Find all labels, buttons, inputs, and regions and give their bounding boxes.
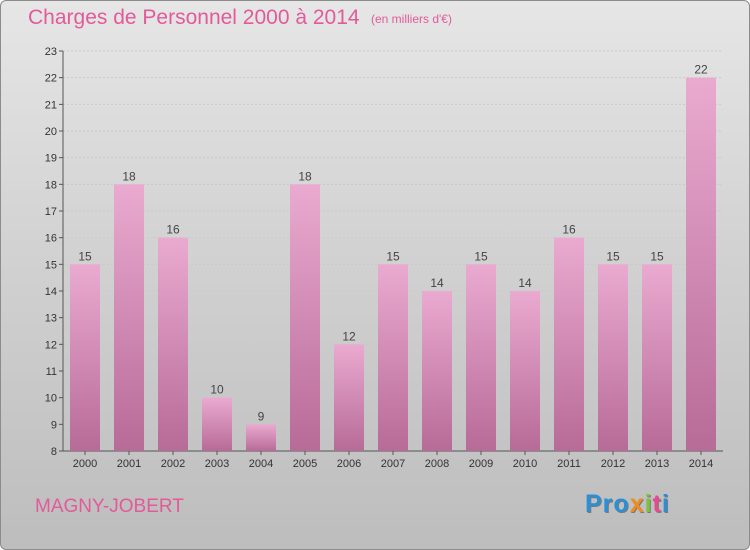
y-tick-label: 18: [45, 179, 57, 191]
data-label-2011: 16: [562, 223, 576, 237]
x-tick-label-2006: 2006: [337, 458, 361, 470]
y-tick-label: 15: [45, 259, 57, 271]
bar-2005: [290, 184, 320, 452]
bar-2010: [510, 291, 540, 451]
y-tick-label: 14: [45, 286, 57, 298]
y-tick-label: 22: [45, 73, 57, 85]
bar-2006: [334, 344, 364, 451]
x-tick-label-2001: 2001: [117, 458, 141, 470]
bar-2013: [642, 264, 672, 451]
chart-title: Charges de Personnel 2000 à 2014: [28, 6, 360, 29]
y-tick-label: 20: [45, 126, 57, 138]
data-label-2009: 15: [474, 249, 488, 263]
logo-part-1: Pro: [585, 490, 630, 518]
bar-2009: [466, 264, 496, 451]
logo-part-3: i: [644, 490, 653, 518]
y-tick-label: 10: [45, 393, 57, 405]
y-tick-label: 23: [45, 46, 57, 58]
bar-2001: [114, 184, 144, 452]
data-label-2003: 10: [210, 383, 224, 397]
data-label-2010: 14: [518, 276, 532, 290]
data-label-2004: 9: [258, 409, 265, 423]
x-tick-label-2007: 2007: [381, 458, 405, 470]
x-tick-label-2012: 2012: [601, 458, 625, 470]
bar-2007: [378, 264, 408, 451]
bar-2011: [554, 237, 584, 451]
bar-2008: [422, 291, 452, 451]
x-tick-label-2014: 2014: [689, 458, 713, 470]
y-tick-label: 9: [51, 419, 57, 431]
y-tick-label: 16: [45, 233, 57, 245]
bar-2000: [70, 264, 100, 451]
y-tick-label: 8: [51, 446, 57, 458]
data-label-2006: 12: [342, 329, 356, 343]
x-tick-label-2004: 2004: [249, 458, 273, 470]
data-label-2008: 14: [430, 276, 444, 290]
data-label-2007: 15: [386, 249, 400, 263]
proxiti-logo[interactable]: Proxiti: [585, 490, 670, 519]
logo-part-2: x: [629, 490, 645, 518]
bar-2003: [202, 397, 232, 451]
data-label-2002: 16: [166, 223, 180, 237]
data-label-2005: 18: [298, 169, 312, 183]
labels: 8 9 10 11 12 13 14 15 16 17 18 19 20 21 22 23 15 2000 18 20…: [45, 46, 713, 470]
x-tick-label-2013: 2013: [645, 458, 669, 470]
x-tick-label-2010: 2010: [513, 458, 537, 470]
data-label-2012: 15: [606, 249, 620, 263]
commune-name: MAGNY-JOBERT: [35, 496, 184, 517]
bar-2002: [158, 237, 188, 451]
x-tick-label-2009: 2009: [469, 458, 493, 470]
chart-subtitle: (en milliers d'€): [371, 12, 452, 26]
y-tick-label: 12: [45, 339, 57, 351]
y-tick-label: 19: [45, 153, 57, 165]
x-tick-label-2002: 2002: [161, 458, 185, 470]
data-label-2014: 22: [694, 63, 708, 77]
x-tick-label-2005: 2005: [293, 458, 317, 470]
x-tick-label-2008: 2008: [425, 458, 449, 470]
logo-part-4: t: [652, 490, 662, 518]
y-tick-label: 13: [45, 313, 57, 325]
data-label-2001: 18: [122, 169, 136, 183]
x-tick-label-2011: 2011: [557, 458, 581, 470]
logo-part-5: i: [661, 490, 670, 518]
bar-2012: [598, 264, 628, 451]
y-tick-label: 17: [45, 206, 57, 218]
y-tick-label: 21: [45, 99, 57, 111]
bar-2014: [686, 77, 716, 452]
data-label-2013: 15: [650, 249, 664, 263]
data-label-2000: 15: [78, 249, 92, 263]
y-tick-label: 11: [46, 366, 57, 378]
bar-2004: [246, 424, 276, 451]
x-tick-label-2003: 2003: [205, 458, 229, 470]
x-tick-label-2000: 2000: [73, 458, 97, 470]
bars: [70, 77, 716, 452]
